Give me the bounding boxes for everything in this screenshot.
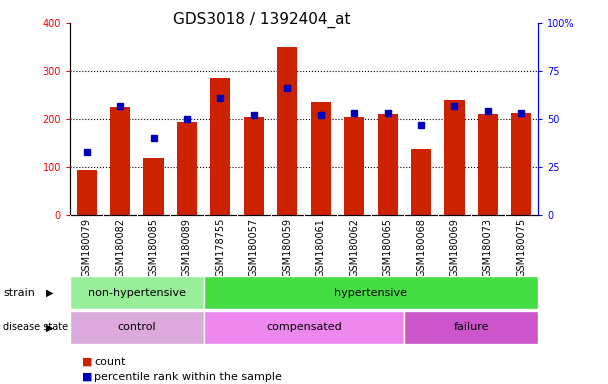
Bar — [204, 276, 538, 309]
Bar — [511, 113, 531, 215]
Text: GSM178755: GSM178755 — [215, 218, 226, 277]
Text: non-hypertensive: non-hypertensive — [88, 288, 186, 298]
Bar — [277, 47, 297, 215]
Text: strain: strain — [3, 288, 35, 298]
Text: GSM180059: GSM180059 — [282, 218, 292, 277]
Bar — [311, 102, 331, 215]
Text: count: count — [94, 357, 126, 367]
Bar — [344, 117, 364, 215]
Bar — [210, 78, 230, 215]
Text: GSM180061: GSM180061 — [316, 218, 326, 277]
Text: disease state: disease state — [3, 322, 68, 333]
Bar — [77, 170, 97, 215]
Text: GSM180082: GSM180082 — [115, 218, 125, 277]
Text: GSM180073: GSM180073 — [483, 218, 493, 277]
Text: ▶: ▶ — [46, 322, 53, 333]
Bar — [404, 311, 538, 344]
Text: GSM180068: GSM180068 — [416, 218, 426, 277]
Bar — [411, 149, 431, 215]
Bar — [110, 107, 130, 215]
Text: GDS3018 / 1392404_at: GDS3018 / 1392404_at — [173, 12, 350, 28]
Text: GSM180089: GSM180089 — [182, 218, 192, 277]
Text: GSM180079: GSM180079 — [81, 218, 92, 277]
Text: GSM180085: GSM180085 — [148, 218, 159, 277]
Bar — [177, 122, 197, 215]
Text: GSM180075: GSM180075 — [516, 218, 527, 277]
Text: ▶: ▶ — [46, 288, 53, 298]
Bar — [70, 311, 204, 344]
Text: compensated: compensated — [266, 322, 342, 333]
Text: ■: ■ — [82, 372, 92, 382]
Text: GSM180057: GSM180057 — [249, 218, 259, 277]
Text: GSM180069: GSM180069 — [449, 218, 460, 277]
Bar — [70, 276, 204, 309]
Text: GSM180062: GSM180062 — [349, 218, 359, 277]
Text: ■: ■ — [82, 357, 92, 367]
Bar — [204, 311, 404, 344]
Bar — [378, 114, 398, 215]
Text: control: control — [117, 322, 156, 333]
Text: GSM180065: GSM180065 — [382, 218, 393, 277]
Bar — [143, 159, 164, 215]
Text: percentile rank within the sample: percentile rank within the sample — [94, 372, 282, 382]
Text: failure: failure — [454, 322, 489, 333]
Bar — [478, 114, 498, 215]
Bar — [244, 117, 264, 215]
Text: hypertensive: hypertensive — [334, 288, 407, 298]
Bar — [444, 100, 465, 215]
